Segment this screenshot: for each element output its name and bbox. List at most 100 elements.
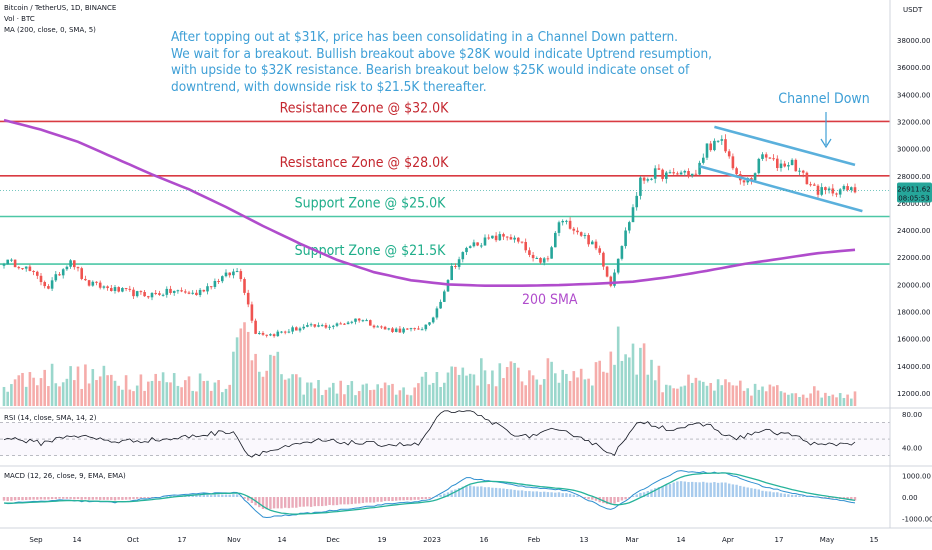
time-tick-label: Mar	[625, 536, 638, 544]
channel-arrow-head	[820, 138, 832, 149]
macd-histogram-bar	[276, 497, 279, 509]
macd-histogram-bar	[73, 497, 76, 500]
volume-bar	[372, 389, 376, 406]
volume-bar	[346, 385, 350, 406]
macd-histogram-bar	[372, 497, 376, 503]
macd-histogram-bar	[853, 497, 857, 501]
volume-bar	[783, 392, 786, 406]
volume-bar	[598, 360, 601, 406]
volume-bar	[565, 373, 568, 406]
candle-body	[124, 287, 128, 289]
volume-bar	[295, 374, 298, 406]
price-tick-label: 30000.00	[897, 146, 930, 154]
volume-bar	[498, 363, 502, 406]
candle-body	[65, 266, 69, 270]
macd-histogram-bar	[406, 497, 409, 501]
volume-bar	[439, 386, 442, 406]
macd-histogram-bar	[798, 495, 801, 497]
macd-histogram-bar	[631, 495, 635, 497]
macd-histogram-bar	[635, 494, 638, 497]
macd-tick-label: -1000.00	[902, 516, 932, 524]
volume-bar	[528, 370, 531, 406]
macd-histogram-bar	[720, 482, 723, 497]
macd-histogram-bar	[324, 497, 328, 506]
macd-histogram-bar	[783, 493, 786, 497]
volume-bar	[472, 374, 476, 406]
macd-histogram-bar	[772, 492, 775, 497]
macd-histogram-bar	[827, 497, 831, 498]
candle-body	[217, 280, 220, 282]
volume-bar	[461, 367, 465, 406]
volume-bar	[61, 382, 65, 406]
candle-body	[413, 328, 416, 330]
macd-histogram-bar	[213, 494, 217, 497]
candle-body	[2, 264, 6, 266]
candle-body	[727, 151, 731, 157]
volume-bars	[2, 322, 857, 406]
volume-bar	[54, 383, 58, 406]
macd-histogram-bar	[361, 497, 365, 503]
sma-line-group: 200 SMA	[3, 118, 856, 308]
candle-body	[10, 259, 13, 261]
support-label: Support Zone @ $25.0K	[295, 196, 447, 212]
symbol-title[interactable]: Bitcoin / TetherUS, 1D, BINANCE	[4, 4, 117, 12]
candle-body	[187, 292, 191, 294]
macd-histogram-bar	[391, 497, 394, 502]
macd-histogram-bar	[620, 497, 624, 501]
candle-body	[394, 328, 398, 332]
candle-body	[295, 327, 298, 331]
volume-bar	[221, 392, 224, 406]
candle-body	[291, 327, 294, 332]
candle-body	[635, 195, 638, 208]
volume-bar	[287, 378, 291, 406]
candle-body	[550, 247, 553, 259]
volume-bar	[646, 374, 650, 406]
macd-histogram-bar	[206, 494, 209, 497]
volume-bar	[195, 391, 198, 406]
candle-body	[335, 323, 339, 326]
sma-line	[3, 118, 856, 287]
candle-body	[665, 172, 668, 179]
candle-body	[398, 328, 402, 333]
macd-histogram-bar	[2, 497, 6, 501]
macd-histogram-bar	[713, 482, 716, 497]
candle-body	[309, 324, 313, 326]
macd-histogram-bar	[13, 497, 17, 501]
macd-histogram-bar	[535, 491, 538, 497]
volume-bar	[150, 380, 154, 406]
macd-histogram-bar	[280, 497, 283, 509]
candle-body	[298, 328, 302, 331]
candle-body	[165, 288, 169, 295]
volume-bar	[435, 371, 439, 406]
candle-body	[631, 207, 635, 223]
candle-body	[176, 290, 180, 292]
rsi-pane: RSI (14, close, SMA, 14, 2) 80.00 40.00	[0, 410, 922, 458]
macd-histogram-bar	[272, 497, 276, 509]
candle-body	[431, 317, 435, 323]
macd-histogram-bar	[790, 494, 794, 497]
volume-indicator-label[interactable]: Vol · BTC	[4, 15, 35, 23]
volume-bar	[272, 355, 276, 406]
volume-bar	[517, 367, 520, 406]
ma-indicator-label[interactable]: MA (200, close, 0, SMA, 5)	[4, 26, 96, 34]
volume-bar	[735, 385, 738, 406]
candle-body	[850, 187, 853, 190]
macd-histogram-bar	[417, 497, 420, 500]
candle-body	[91, 281, 95, 286]
volume-bar	[742, 390, 746, 406]
candle-body	[668, 172, 672, 174]
macd-histogram-bar	[654, 488, 657, 497]
volume-bar	[613, 364, 616, 406]
candle-body	[172, 290, 176, 293]
volume-bar	[757, 389, 761, 406]
candle-body	[838, 189, 842, 195]
macd-histogram-bar	[650, 489, 653, 497]
volume-bar	[302, 394, 305, 406]
macd-histogram-bar	[380, 497, 383, 502]
volume-bar	[250, 360, 254, 406]
candle-body	[246, 292, 250, 305]
macd-histogram-bar	[469, 485, 472, 497]
macd-histogram-bar	[395, 497, 398, 501]
volume-bar	[665, 384, 668, 406]
